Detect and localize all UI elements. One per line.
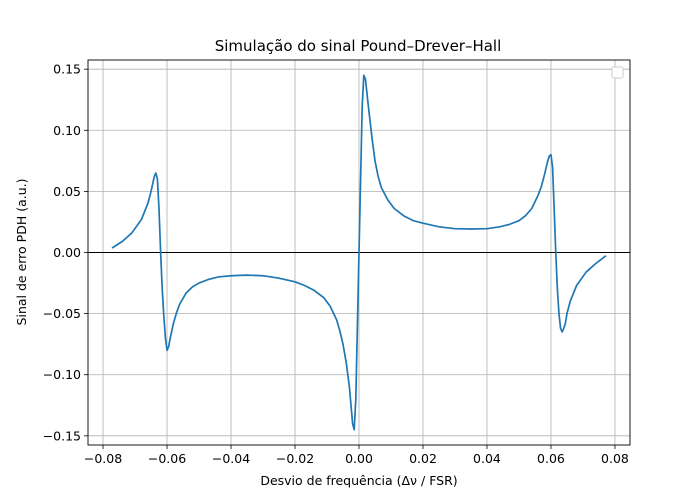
y-tick-label: −0.05 <box>43 306 81 321</box>
y-tick-label: 0.15 <box>53 62 81 77</box>
y-tick-label: 0.05 <box>53 184 81 199</box>
y-tick-label: 0.10 <box>53 123 81 138</box>
chart-title: Simulação do sinal Pound–Drever–Hall <box>215 37 502 55</box>
x-tick-label: −0.08 <box>84 451 122 466</box>
y-axis-label: Sinal de erro PDH (a.u.) <box>14 179 29 326</box>
y-tick-label: −0.10 <box>43 367 81 382</box>
series-layer <box>111 74 607 431</box>
x-tick-label: −0.06 <box>148 451 186 466</box>
x-tick-label: 0.02 <box>409 451 437 466</box>
x-tick-label: 0.06 <box>537 451 565 466</box>
x-tick-label: −0.04 <box>212 451 250 466</box>
axis-ticks: −0.08 −0.06 −0.04 −0.02 0.00 0.02 0.04 0.06 0.08… <box>43 62 629 466</box>
legend-box <box>611 66 624 79</box>
series-line-0 <box>111 74 607 431</box>
y-tick-label: 0.00 <box>53 245 81 260</box>
x-tick-label: 0.08 <box>601 451 629 466</box>
x-tick-label: 0.00 <box>345 451 373 466</box>
y-tick-label: −0.15 <box>43 428 81 443</box>
x-axis-label: Desvio de frequência (Δν / FSR) <box>260 473 457 488</box>
x-tick-label: 0.04 <box>473 451 501 466</box>
x-tick-label: −0.02 <box>276 451 314 466</box>
